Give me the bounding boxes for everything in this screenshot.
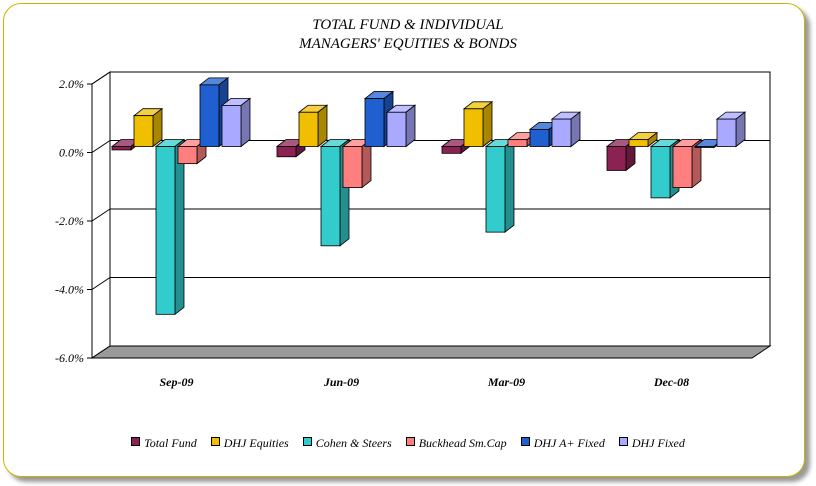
bar <box>220 97 252 148</box>
bar <box>550 111 582 148</box>
bar-side <box>405 104 416 148</box>
chart-legend: Total Fund DHJ Equities Cohen & Steers Buck… <box>0 436 816 451</box>
legend-item: Cohen & Steers <box>302 436 392 451</box>
bar-front <box>507 139 528 147</box>
bar <box>627 131 659 148</box>
bar <box>484 138 516 233</box>
legend-item: DHJ Fixed <box>618 436 685 451</box>
bar-side <box>317 104 328 148</box>
bar-front <box>463 108 484 147</box>
legend-item: Buckhead Sm.Cap <box>405 436 507 451</box>
bar <box>176 138 208 165</box>
bar-front <box>485 146 506 233</box>
bar <box>341 138 373 189</box>
legend-swatch <box>405 437 415 446</box>
legend-label: Cohen & Steers <box>315 436 392 450</box>
legend-label: DHJ A+ Fixed <box>533 436 605 450</box>
gridline-side <box>91 277 111 290</box>
bar-front <box>606 146 627 171</box>
bar-side <box>504 138 515 233</box>
y-tick-label: -4.0% <box>55 283 84 297</box>
bar-side <box>174 138 185 316</box>
bar-front <box>551 118 572 147</box>
y-tick-label: -6.0% <box>55 351 84 365</box>
legend-label: Total Fund <box>144 436 197 450</box>
bar-front <box>221 105 242 147</box>
bar-front <box>529 128 550 147</box>
bar <box>154 138 186 316</box>
bar <box>605 138 637 172</box>
bar <box>671 138 703 189</box>
bar-front <box>320 146 341 247</box>
legend-item: DHJ Equities <box>210 436 289 451</box>
legend-swatch <box>302 437 312 446</box>
x-category-label: Sep-09 <box>160 375 194 389</box>
bar-front <box>177 146 198 165</box>
y-tick-label: 2.0% <box>59 77 84 91</box>
bar <box>297 104 329 148</box>
legend-label: DHJ Fixed <box>631 436 685 450</box>
legend-swatch <box>618 437 628 446</box>
y-tick-label: -2.0% <box>55 214 84 228</box>
bar-front <box>155 146 176 315</box>
x-category-label: Mar-09 <box>487 375 525 389</box>
bar-front <box>199 84 220 147</box>
legend-swatch <box>131 437 141 446</box>
bar-front <box>672 146 693 188</box>
bar-front <box>628 139 649 147</box>
bar-front <box>111 146 132 151</box>
bar-front <box>364 98 385 147</box>
bar-side <box>152 107 163 148</box>
chart-floor <box>90 345 772 359</box>
bar-front <box>342 146 363 188</box>
legend-swatch <box>210 437 220 446</box>
chart-title-line-2: MANAGERS' EQUITIES & BONDS <box>299 36 517 52</box>
y-tick-label: 0.0% <box>59 146 84 160</box>
bar-front <box>276 146 297 158</box>
gridline-side <box>91 71 111 85</box>
legend-swatch <box>520 437 530 446</box>
x-category-label: Dec-08 <box>653 375 689 389</box>
legend-label: Buckhead Sm.Cap <box>418 436 507 450</box>
legend-label: DHJ Equities <box>223 436 289 450</box>
bar-front <box>694 146 715 148</box>
bar-front <box>386 111 407 147</box>
chart-title-line-1: TOTAL FUND & INDIVIDUAL <box>312 17 504 33</box>
legend-item: DHJ A+ Fixed <box>520 436 605 451</box>
bar-front <box>133 115 154 147</box>
gridline-side <box>91 140 111 153</box>
bar-front <box>441 146 462 154</box>
x-category-label: Jun-09 <box>323 375 359 389</box>
bar <box>462 101 494 148</box>
bar-side <box>240 97 251 148</box>
legend-item: Total Fund <box>131 436 197 451</box>
bar-front <box>650 146 671 199</box>
bar-front <box>298 111 319 147</box>
bar <box>132 107 164 148</box>
bar-front <box>716 118 737 147</box>
bar-side <box>482 101 493 148</box>
bar <box>715 111 747 148</box>
bar <box>385 104 417 148</box>
gridline-side <box>91 208 111 222</box>
